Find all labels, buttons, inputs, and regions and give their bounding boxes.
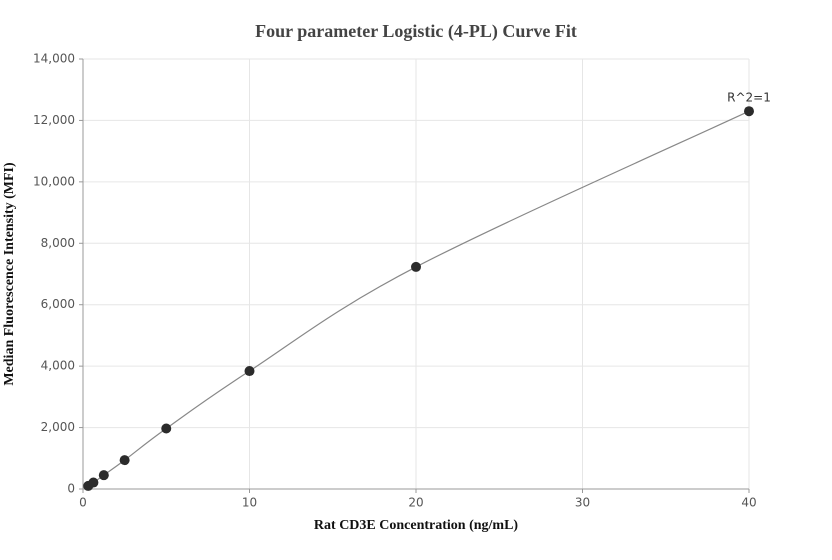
- x-tick-label: 0: [79, 496, 87, 510]
- chart-title: Four parameter Logistic (4-PL) Curve Fit: [255, 21, 577, 42]
- y-tick-label: 8,000: [41, 236, 75, 250]
- x-tick-label: 30: [575, 496, 590, 510]
- data-point: [161, 423, 172, 434]
- y-tick-label: 4,000: [41, 359, 75, 373]
- data-point: [244, 366, 255, 377]
- x-tick-label: 40: [741, 496, 756, 510]
- data-point: [98, 470, 109, 481]
- y-tick-label: 2,000: [41, 420, 75, 434]
- data-point: [411, 261, 421, 272]
- data-point: [119, 455, 130, 466]
- y-tick-label: 6,000: [41, 297, 75, 311]
- fit-curve: [87, 110, 750, 487]
- y-axis-title: Median Fluorescence Intensity (MFI): [2, 162, 17, 386]
- y-tick-label: 10,000: [33, 174, 75, 188]
- x-tick-label: 10: [242, 496, 257, 510]
- x-tick-label: 20: [408, 496, 423, 510]
- y-tick-label: 12,000: [33, 113, 75, 127]
- data-point: [88, 477, 99, 488]
- y-tick-label: 14,000: [33, 52, 75, 66]
- data-point: [744, 106, 754, 117]
- annotation: R^2=1: [727, 91, 771, 105]
- x-axis-title: Rat CD3E Concentration (ng/mL): [314, 518, 518, 533]
- y-tick-label: 0: [67, 482, 75, 496]
